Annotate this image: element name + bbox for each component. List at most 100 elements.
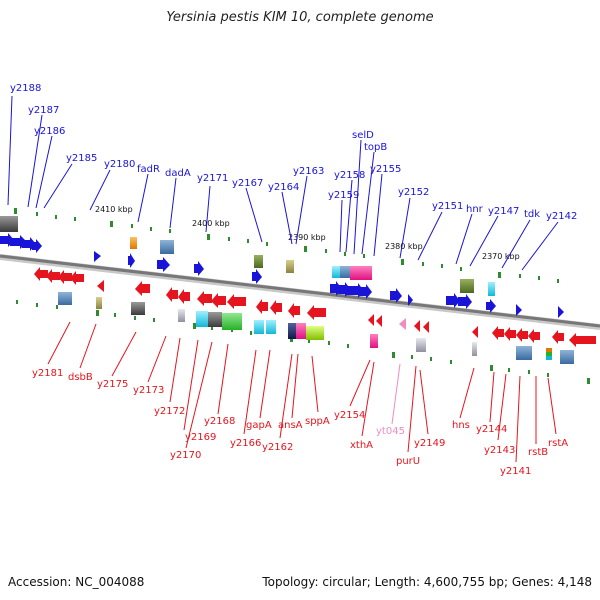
gene-label: hnr bbox=[466, 204, 484, 215]
reverse-gene-arrow bbox=[569, 333, 596, 347]
reverse-gene-arrow bbox=[135, 281, 150, 296]
reverse-gene-arrow bbox=[288, 303, 300, 318]
forward-gene-arrow bbox=[516, 304, 522, 316]
feature-box bbox=[332, 266, 340, 278]
feature-box bbox=[288, 323, 296, 339]
feature-box bbox=[546, 352, 552, 356]
feature-box bbox=[488, 282, 495, 296]
feature-box bbox=[460, 279, 474, 293]
gene-label: ansA bbox=[278, 420, 303, 431]
forward-gene-arrow bbox=[347, 283, 364, 298]
pseudo-gene-arrow bbox=[399, 318, 406, 330]
feature-box bbox=[350, 266, 372, 280]
gene-label: y2152 bbox=[398, 187, 429, 198]
gene-label: gapA bbox=[246, 420, 272, 431]
feature-box bbox=[254, 255, 263, 268]
reverse-gene-arrow bbox=[472, 326, 478, 338]
gene-label: y2175 bbox=[97, 379, 128, 390]
reverse-gene-arrow bbox=[227, 294, 246, 309]
reverse-gene-arrow bbox=[516, 328, 528, 342]
feature-box bbox=[254, 320, 264, 334]
reverse-gene-arrow bbox=[70, 271, 84, 285]
feature-box bbox=[0, 216, 18, 232]
accession-text: Accession: NC_004088 bbox=[8, 575, 145, 589]
gene-label: hns bbox=[452, 420, 470, 431]
reverse-strand-features bbox=[34, 267, 596, 364]
gene-label: y2154 bbox=[334, 410, 365, 421]
gene-label: y2173 bbox=[133, 385, 164, 396]
gene-label: selD bbox=[352, 130, 374, 141]
reverse-gene-arrow bbox=[58, 270, 72, 284]
gene-label: y2162 bbox=[262, 442, 293, 453]
bottom-leader-lines bbox=[47, 321, 557, 463]
feature-box bbox=[196, 311, 208, 327]
forward-gene-arrow bbox=[252, 269, 262, 284]
forward-gene-arrow bbox=[458, 294, 472, 309]
gene-label: rstB bbox=[528, 447, 548, 458]
gene-label: y2181 bbox=[32, 368, 63, 379]
forward-gene-arrow bbox=[194, 261, 204, 276]
kbp-label: 2410 kbp bbox=[95, 205, 133, 214]
reverse-gene-arrow bbox=[211, 293, 226, 308]
gene-label: y2166 bbox=[230, 438, 261, 449]
gene-label: tdk bbox=[524, 209, 540, 220]
gene-label: y2149 bbox=[414, 438, 445, 449]
gene-label: purU bbox=[396, 456, 420, 467]
gene-label: y2144 bbox=[476, 424, 507, 435]
reverse-gene-arrow bbox=[46, 269, 60, 283]
feature-box bbox=[472, 342, 477, 356]
feature-box bbox=[130, 237, 137, 249]
gene-label: y2170 bbox=[170, 450, 201, 461]
top-gene-labels: y2188 y2187 y2186 y2185 y2180 fadR dadA … bbox=[10, 83, 577, 222]
forward-gene-arrow bbox=[486, 299, 496, 313]
reverse-gene-arrow bbox=[528, 329, 540, 343]
feature-box bbox=[178, 309, 185, 322]
reverse-gene-arrow bbox=[368, 314, 374, 326]
reverse-gene-arrow bbox=[414, 320, 420, 332]
gene-label: y2163 bbox=[293, 166, 324, 177]
reverse-gene-arrow bbox=[97, 280, 104, 292]
kbp-label: 2370 kbp bbox=[482, 252, 520, 261]
forward-gene-arrow bbox=[408, 294, 413, 306]
forward-gene-arrow bbox=[446, 293, 460, 308]
feature-box bbox=[416, 338, 426, 352]
kbp-scale: 2410 kbp 2400 kbp 2390 kbp 2380 kbp 2370… bbox=[95, 205, 520, 261]
gene-label: y2188 bbox=[10, 83, 41, 94]
forward-gene-arrow bbox=[157, 257, 170, 272]
feature-box bbox=[208, 312, 222, 327]
kbp-label: 2380 kbp bbox=[385, 242, 423, 251]
gene-label: y2172 bbox=[154, 406, 185, 417]
genome-stats-text: Topology: circular; Length: 4,600,755 bp… bbox=[262, 575, 592, 589]
gene-label: y2151 bbox=[432, 201, 463, 212]
gene-label: dsbB bbox=[68, 372, 93, 383]
reverse-gene-arrow bbox=[256, 299, 268, 314]
feature-box bbox=[58, 292, 72, 305]
feature-box bbox=[160, 240, 174, 254]
feature-box bbox=[546, 356, 552, 360]
forward-gene-arrow bbox=[128, 253, 135, 268]
page-title: Yersinia pestis KIM 10, complete genome bbox=[166, 10, 434, 25]
feature-box bbox=[296, 323, 306, 339]
feature-box bbox=[546, 348, 552, 352]
gene-label: y2168 bbox=[204, 416, 235, 427]
feature-box bbox=[131, 302, 145, 315]
reverse-gene-arrow bbox=[166, 287, 178, 302]
gene-label: y2143 bbox=[484, 445, 515, 456]
reverse-gene-arrow bbox=[197, 291, 212, 306]
gene-label: y2187 bbox=[28, 105, 59, 116]
reverse-gene-arrow bbox=[270, 300, 282, 315]
gene-label: topB bbox=[364, 142, 387, 153]
gene-label: y2169 bbox=[185, 432, 216, 443]
reverse-gene-arrow bbox=[307, 305, 326, 320]
gene-label: rstA bbox=[548, 438, 568, 449]
reverse-gene-arrow bbox=[552, 330, 564, 344]
feature-box bbox=[306, 326, 324, 340]
feature-box bbox=[340, 266, 350, 278]
forward-gene-arrow bbox=[94, 251, 101, 262]
feature-box bbox=[222, 313, 242, 330]
genome-backbone bbox=[0, 254, 600, 330]
reverse-gene-arrow bbox=[423, 321, 429, 333]
gene-label: y2185 bbox=[66, 153, 97, 164]
gene-label: y2186 bbox=[34, 126, 65, 137]
